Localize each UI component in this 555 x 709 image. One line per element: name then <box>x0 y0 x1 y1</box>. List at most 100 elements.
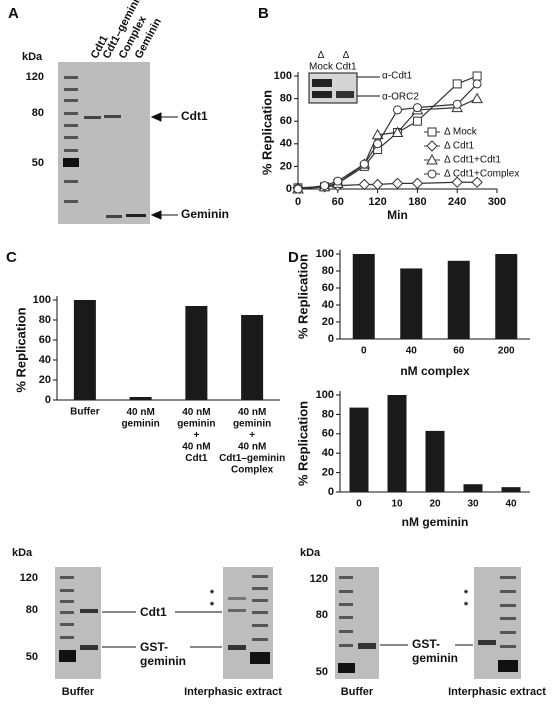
data-point <box>320 181 330 191</box>
legend-label: Δ Cdt1+Complex <box>444 169 519 180</box>
gel-lane-label: Buffer <box>62 686 95 698</box>
gel-unit: kDa <box>22 51 43 63</box>
x-tick-label: Buffer <box>70 407 100 418</box>
gel-marker: 50 <box>316 666 328 678</box>
y-tick-label: 60 <box>39 334 51 346</box>
x-tick-label: 40 <box>406 346 418 357</box>
x-tick-label: 10 <box>391 499 403 510</box>
y-tick-label: 80 <box>39 314 51 326</box>
panel-letter: B <box>258 5 269 22</box>
gel-marker: 80 <box>316 609 328 621</box>
x-tick-label: 0 <box>295 196 301 208</box>
x-tick-label: 0 <box>361 346 367 357</box>
legend-marker <box>427 127 437 137</box>
band-label: Cdt1 <box>181 109 208 123</box>
bar <box>73 300 96 400</box>
x-axis-label: nM geminin <box>402 515 469 529</box>
x-tick-label: 0 <box>356 499 362 510</box>
y-tick-label: 100 <box>316 389 334 401</box>
x-tick-label: 200 <box>498 346 515 357</box>
y-axis-label: % Replication <box>295 254 310 339</box>
data-point <box>452 99 462 109</box>
gel-marker: 50 <box>26 651 38 663</box>
data-point <box>358 178 371 191</box>
y-tick-label: 0 <box>286 183 292 195</box>
panel-letter: C <box>6 249 17 266</box>
bar <box>400 268 423 339</box>
x-tick-label: 20 <box>429 499 441 510</box>
x-tick-label: 40 nM geminin +40 nM Cdt1 <box>177 407 215 464</box>
data-point <box>393 105 402 115</box>
y-tick-label: 40 <box>322 299 334 311</box>
bar <box>463 484 483 492</box>
legend-label: Δ Cdt1 <box>444 141 474 152</box>
gel-marker: 120 <box>26 71 44 83</box>
data-point <box>471 92 483 104</box>
gel-lane-label: Buffer <box>341 686 374 698</box>
data-point <box>472 79 482 89</box>
y-tick-label: 20 <box>322 467 334 479</box>
legend-marker <box>426 153 438 165</box>
x-tick-label: 180 <box>408 196 426 208</box>
y-tick-label: 0 <box>45 394 51 406</box>
gel-marker: 120 <box>20 572 38 584</box>
data-point <box>391 126 404 137</box>
x-tick-label: 40 nM geminin <box>121 407 159 430</box>
arrow <box>150 112 178 220</box>
gel-f <box>335 567 521 679</box>
band-label: GST-geminin <box>140 640 186 668</box>
y-tick-label: 60 <box>280 115 292 127</box>
antibody-label: α-Cdt1 <box>382 71 413 82</box>
blot-lane: Δ Cdt1 <box>335 50 357 73</box>
y-tick-label: 80 <box>322 265 334 277</box>
bar <box>185 306 208 400</box>
data-point <box>452 79 462 89</box>
data-point <box>373 139 383 149</box>
band-label: GST-geminin <box>412 637 458 665</box>
x-tick-label: 120 <box>368 196 386 208</box>
bar <box>495 254 518 339</box>
data-point <box>359 159 369 169</box>
bar <box>241 315 264 400</box>
panel-letter: A <box>8 5 19 22</box>
data-point <box>411 177 424 190</box>
gel-unit: kDa <box>300 547 321 559</box>
legend-marker <box>427 169 437 179</box>
asterisk: * <box>210 600 215 612</box>
y-tick-label: 40 <box>322 447 334 459</box>
gel-marker: 80 <box>26 604 38 616</box>
bar <box>447 260 470 339</box>
y-tick-label: 100 <box>274 70 292 82</box>
y-tick-label: 60 <box>322 428 334 440</box>
y-tick-label: 60 <box>322 282 334 294</box>
y-tick-label: 40 <box>39 354 51 366</box>
band-label: Cdt1 <box>140 605 167 619</box>
data-point <box>371 178 384 191</box>
gel-e <box>55 567 273 679</box>
bar <box>425 430 445 492</box>
data-point <box>451 176 463 188</box>
gel-marker: 50 <box>32 157 44 169</box>
y-tick-label: 100 <box>316 248 334 260</box>
gel-marker: 120 <box>310 573 328 585</box>
asterisk: * <box>464 588 469 600</box>
y-axis-label: % Replication <box>295 401 310 486</box>
y-tick-label: 0 <box>328 486 334 498</box>
blot-inset <box>308 72 380 104</box>
bar <box>501 487 521 492</box>
gel-a <box>58 62 150 224</box>
x-tick-label: 60 <box>453 346 465 357</box>
bar <box>387 395 407 492</box>
x-axis-label: Min <box>387 208 408 222</box>
y-tick-label: 20 <box>322 316 334 328</box>
data-point <box>293 184 303 194</box>
x-tick-label: 60 <box>332 196 344 208</box>
gel-lane-label: Interphasic extract <box>448 686 546 698</box>
y-tick-label: 0 <box>328 333 334 345</box>
legend-label: Δ Cdt1+Cdt1 <box>444 155 501 166</box>
data-point <box>412 116 422 126</box>
bar <box>352 254 375 339</box>
x-tick-label: 30 <box>467 499 479 510</box>
bar <box>349 407 369 492</box>
